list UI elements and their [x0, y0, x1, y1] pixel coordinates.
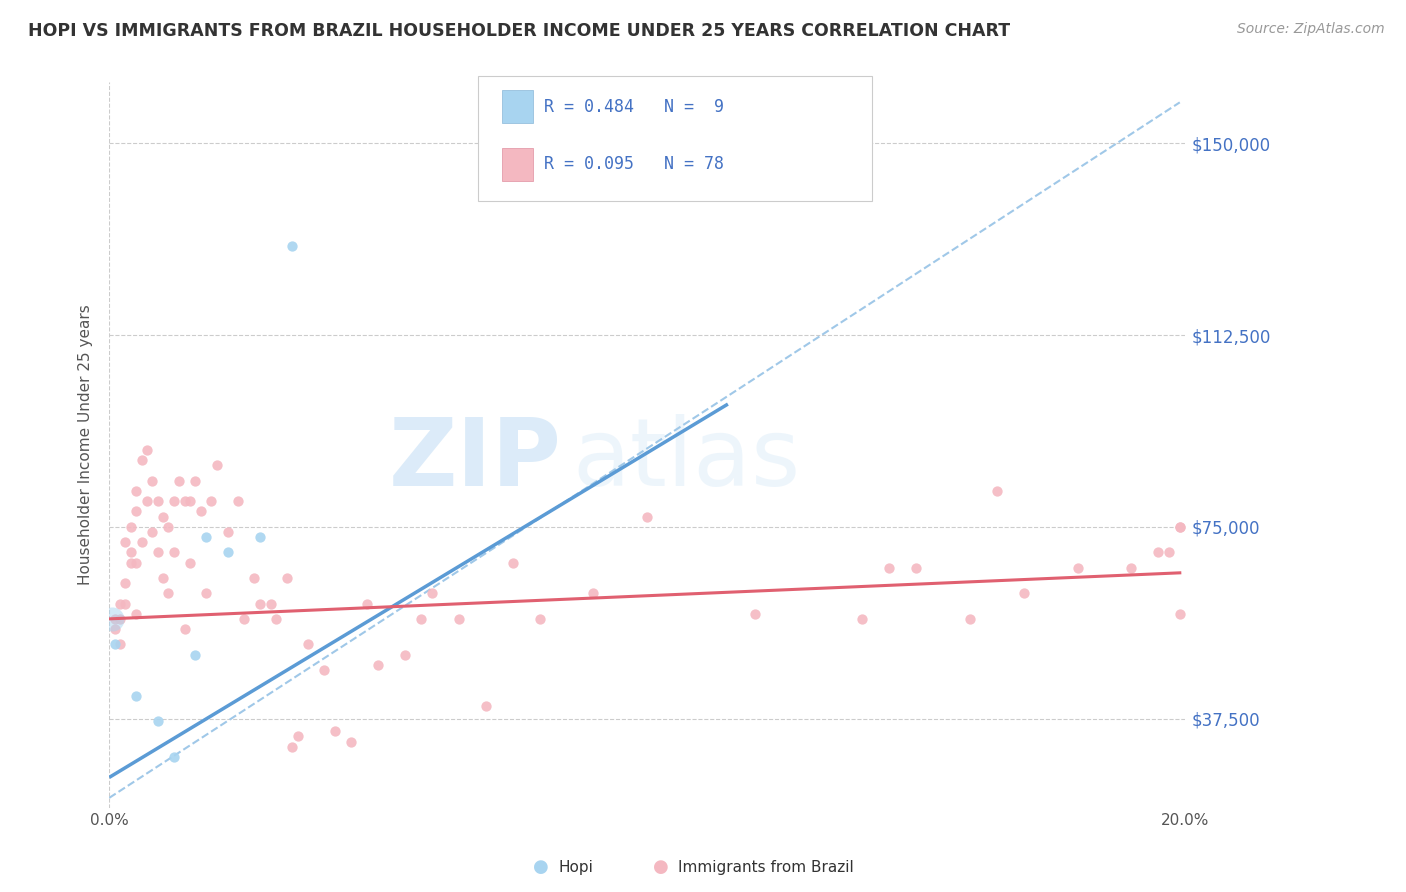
Point [447, 612, 470, 626]
Point [108, 597, 131, 611]
Point [356, 597, 378, 611]
Text: atlas: atlas [572, 414, 800, 506]
Point [101, 612, 124, 626]
Point [195, 586, 218, 600]
Point [986, 483, 1008, 498]
Point [905, 560, 928, 574]
Point [1012, 586, 1035, 600]
Point [163, 494, 186, 508]
Point [217, 545, 239, 559]
Point [232, 612, 254, 626]
Point [120, 556, 142, 570]
Text: R = 0.095   N = 78: R = 0.095 N = 78 [544, 155, 724, 173]
Point [287, 730, 309, 744]
Point [249, 530, 271, 544]
Point [529, 612, 551, 626]
Point [314, 663, 336, 677]
Point [179, 556, 201, 570]
Point [190, 504, 212, 518]
Point [200, 494, 222, 508]
Point [146, 714, 169, 728]
Text: ●: ● [533, 858, 550, 876]
Point [146, 545, 169, 559]
Point [1168, 520, 1191, 534]
Point [276, 571, 298, 585]
Point [394, 648, 416, 662]
Point [420, 586, 443, 600]
Text: Source: ZipAtlas.com: Source: ZipAtlas.com [1237, 22, 1385, 37]
Text: R = 0.484   N =  9: R = 0.484 N = 9 [544, 97, 724, 115]
Point [340, 734, 363, 748]
Point [243, 571, 266, 585]
Point [367, 657, 389, 672]
Point [114, 535, 136, 549]
Text: Immigrants from Brazil: Immigrants from Brazil [678, 860, 853, 874]
Point [135, 494, 157, 508]
Point [582, 586, 605, 600]
Point [125, 483, 148, 498]
Point [323, 724, 346, 739]
Point [281, 238, 304, 252]
Point [125, 689, 148, 703]
Point [125, 607, 148, 621]
Point [475, 698, 498, 713]
Point [152, 571, 174, 585]
Point [120, 520, 142, 534]
Point [108, 637, 131, 651]
Point [135, 443, 157, 458]
Point [502, 556, 524, 570]
Point [108, 612, 131, 626]
Point [411, 612, 433, 626]
Point [152, 509, 174, 524]
Point [184, 648, 207, 662]
Point [851, 612, 873, 626]
Point [141, 524, 163, 539]
Point [114, 597, 136, 611]
Point [281, 739, 304, 754]
Point [104, 612, 127, 626]
Point [131, 453, 153, 467]
Text: Hopi: Hopi [558, 860, 593, 874]
Point [157, 520, 180, 534]
Point [259, 597, 281, 611]
Point [297, 637, 319, 651]
Point [120, 545, 142, 559]
Text: HOPI VS IMMIGRANTS FROM BRAZIL HOUSEHOLDER INCOME UNDER 25 YEARS CORRELATION CHA: HOPI VS IMMIGRANTS FROM BRAZIL HOUSEHOLD… [28, 22, 1011, 40]
Point [1121, 560, 1143, 574]
Point [228, 494, 250, 508]
Point [1157, 545, 1180, 559]
Point [959, 612, 981, 626]
Text: ZIP: ZIP [388, 414, 561, 506]
Point [114, 576, 136, 591]
Point [636, 509, 658, 524]
Point [146, 494, 169, 508]
Point [173, 494, 195, 508]
Point [131, 535, 153, 549]
Point [205, 458, 228, 473]
Point [877, 560, 900, 574]
Point [1168, 520, 1191, 534]
Point [1147, 545, 1170, 559]
Y-axis label: Householder Income Under 25 years: Householder Income Under 25 years [79, 304, 93, 585]
Point [264, 612, 287, 626]
Point [125, 556, 148, 570]
Point [217, 524, 239, 539]
Point [163, 545, 186, 559]
Point [167, 474, 190, 488]
Point [184, 474, 207, 488]
Point [1066, 560, 1088, 574]
Point [249, 597, 271, 611]
Point [141, 474, 163, 488]
Point [163, 750, 186, 764]
Point [1168, 607, 1191, 621]
Point [179, 494, 201, 508]
Point [125, 504, 148, 518]
Text: ●: ● [652, 858, 669, 876]
Point [104, 622, 127, 636]
Point [104, 637, 127, 651]
Point [195, 530, 218, 544]
Point [744, 607, 766, 621]
Point [157, 586, 180, 600]
Point [173, 622, 195, 636]
